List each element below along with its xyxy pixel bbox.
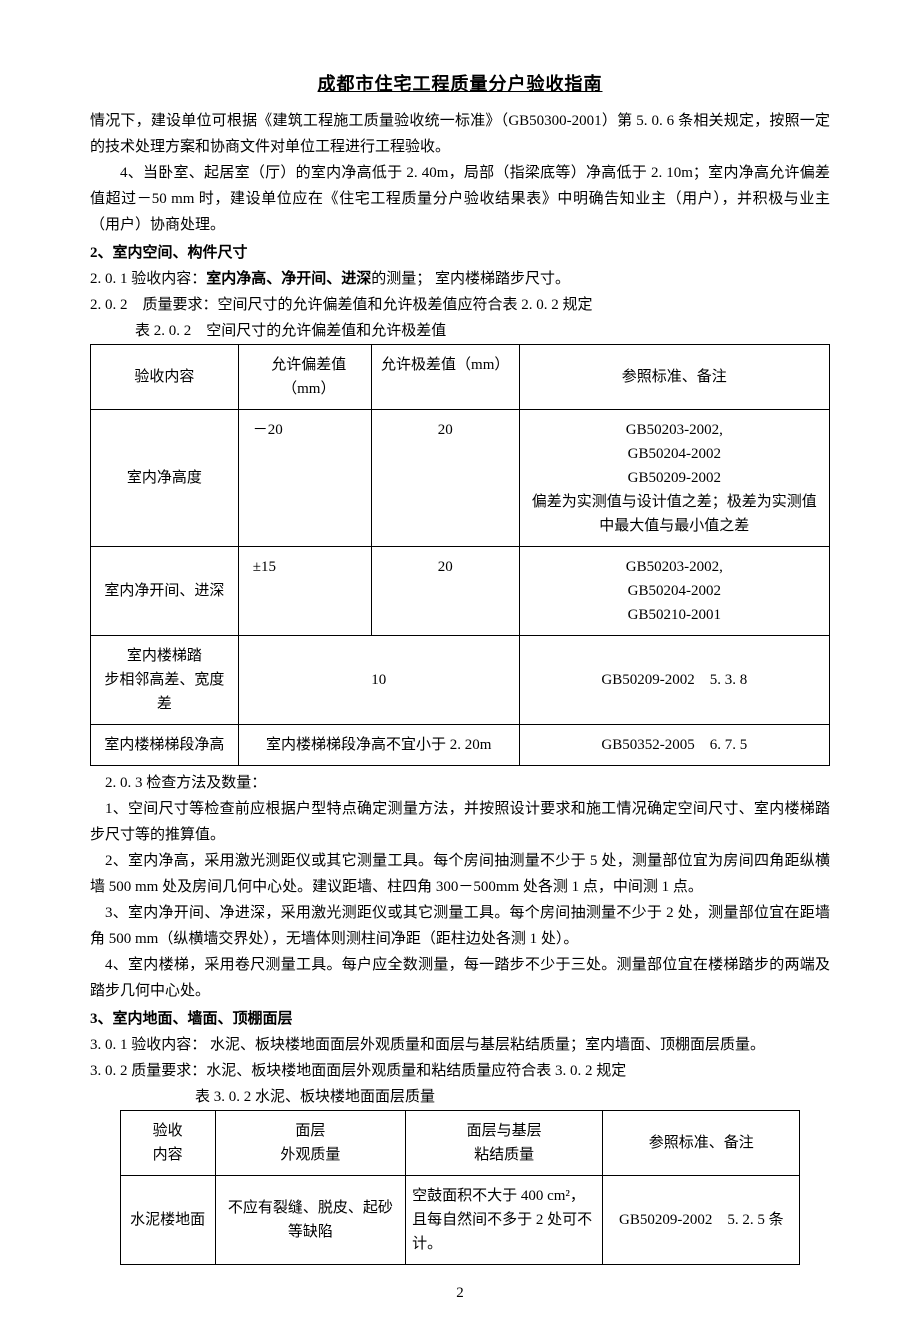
cell-dev: －20 xyxy=(238,410,371,547)
section-3-heading: 3、室内地面、墙面、顶棚面层 xyxy=(90,1006,830,1032)
cell-line: 内容 xyxy=(127,1143,209,1167)
cell-ref: GB50203-2002, GB50204-2002 GB50209-2002 … xyxy=(519,410,829,547)
cell-ref: GB50209-2002 5. 2. 5 条 xyxy=(603,1176,800,1265)
cell-dev: ±15 xyxy=(238,547,371,636)
th-accept-content: 验收 内容 xyxy=(120,1111,215,1176)
table-2-0-2: 验收内容 允许偏差值（mm） 允许极差值（mm） 参照标准、备注 室内净高度 －… xyxy=(90,344,830,766)
cell-ref: GB50203-2002, GB50204-2002 GB50210-2001 xyxy=(519,547,829,636)
ref-line: GB50204-2002 xyxy=(526,442,823,466)
table-3-0-2: 验收 内容 面层 外观质量 面层与基层 粘结质量 参照标准、备注 水泥楼地面 不… xyxy=(120,1110,801,1265)
cell-line: 验收 xyxy=(127,1119,209,1143)
cell-line: 外观质量 xyxy=(222,1143,399,1167)
intro-paragraph-2: 4、当卧室、起居室（厅）的室内净高低于 2. 40m，局部（指梁底等）净高低于 … xyxy=(90,160,830,238)
cell-line: 步相邻高差、宽度差 xyxy=(97,668,232,716)
table-row: 水泥楼地面 不应有裂缝、脱皮、起砂等缺陷 空鼓面积不大于 400 cm²，且每自… xyxy=(120,1176,800,1265)
cell-stair-step-val: 10 xyxy=(238,636,519,725)
table-row: 室内楼梯踏 步相邻高差、宽度差 10 GB50209-2002 5. 3. 8 xyxy=(91,636,830,725)
cell-line: 室内楼梯踏 xyxy=(97,644,232,668)
table-row: 室内净开间、进深 ±15 20 GB50203-2002, GB50204-20… xyxy=(91,547,830,636)
cell-stair-height-note: 室内楼梯梯段净高不宜小于 2. 20m xyxy=(238,725,519,766)
s201-label: 2. 0. 1 xyxy=(90,271,128,287)
table-2-0-2-caption: 表 2. 0. 2 空间尺寸的允许偏差值和允许极差值 xyxy=(135,318,830,344)
table-row: 验收 内容 面层 外观质量 面层与基层 粘结质量 参照标准、备注 xyxy=(120,1111,800,1176)
cell-surface-quality: 不应有裂缝、脱皮、起砂等缺陷 xyxy=(215,1176,405,1265)
ref-line: GB50203-2002, xyxy=(526,418,823,442)
s203-p4: 4、室内楼梯，采用卷尺测量工具。每户应全数测量，每一踏步不少于三处。测量部位宜在… xyxy=(90,952,830,1004)
ref-line: GB50204-2002 xyxy=(526,579,823,603)
intro-paragraph-1: 情况下，建设单位可根据《建筑工程施工质量验收统一标准》（GB50300-2001… xyxy=(90,108,830,160)
ref-line: GB50210-2001 xyxy=(526,603,823,627)
cell-line: 面层与基层 xyxy=(412,1119,596,1143)
th-accept-content: 验收内容 xyxy=(91,345,239,410)
table-row: 室内楼梯梯段净高 室内楼梯梯段净高不宜小于 2. 20m GB50352-200… xyxy=(91,725,830,766)
s203-p3: 3、室内净开间、净进深，采用激光测距仪或其它测量工具。每个房间抽测量不少于 2 … xyxy=(90,900,830,952)
cell-stair-step: 室内楼梯踏 步相邻高差、宽度差 xyxy=(91,636,239,725)
cell-range: 20 xyxy=(371,547,519,636)
section-3-0-1: 3. 0. 1 验收内容： 水泥、板块楼地面面层外观质量和面层与基层粘结质量；室… xyxy=(90,1032,830,1058)
cell-stair-height: 室内楼梯梯段净高 xyxy=(91,725,239,766)
cell-net-span: 室内净开间、进深 xyxy=(91,547,239,636)
section-2-0-2: 2. 0. 2 质量要求：空间尺寸的允许偏差值和允许极差值应符合表 2. 0. … xyxy=(90,292,830,318)
cell-net-height: 室内净高度 xyxy=(91,410,239,547)
ref-line: 偏差为实测值与设计值之差；极差为实测值中最大值与最小值之差 xyxy=(526,490,823,538)
ref-line: GB50209-2002 xyxy=(526,466,823,490)
section-3-0-2: 3. 0. 2 质量要求：水泥、板块楼地面面层外观质量和粘结质量应符合表 3. … xyxy=(90,1058,830,1084)
section-2-heading: 2、室内空间、构件尺寸 xyxy=(90,240,830,266)
table-3-0-2-caption: 表 3. 0. 2 水泥、板块楼地面面层质量 xyxy=(195,1084,830,1110)
cell-ref: GB50352-2005 6. 7. 5 xyxy=(519,725,829,766)
s203-p1: 1、空间尺寸等检查前应根据户型特点确定测量方法，并按照设计要求和施工情况确定空间… xyxy=(90,796,830,848)
cell-bond-quality: 空鼓面积不大于 400 cm²，且每自然间不多于 2 处可不计。 xyxy=(406,1176,603,1265)
cell-line: 粘结质量 xyxy=(412,1143,596,1167)
th-allow-deviation: 允许偏差值（mm） xyxy=(238,345,371,410)
section-2-0-1: 2. 0. 1 验收内容：室内净高、净开间、进深的测量； 室内楼梯踏步尺寸。 xyxy=(90,266,830,292)
ref-line: GB50203-2002, xyxy=(526,555,823,579)
page-title: 成都市住宅工程质量分户验收指南 xyxy=(90,70,830,96)
table-row: 室内净高度 －20 20 GB50203-2002, GB50204-2002 … xyxy=(91,410,830,547)
table-row: 验收内容 允许偏差值（mm） 允许极差值（mm） 参照标准、备注 xyxy=(91,345,830,410)
s203-p2: 2、室内净高，采用激光测距仪或其它测量工具。每个房间抽测量不少于 5 处，测量部… xyxy=(90,848,830,900)
cell-ref: GB50209-2002 5. 3. 8 xyxy=(519,636,829,725)
cell-range: 20 xyxy=(371,410,519,547)
th-reference: 参照标准、备注 xyxy=(603,1111,800,1176)
cell-line: 面层 xyxy=(222,1119,399,1143)
th-bond-quality: 面层与基层 粘结质量 xyxy=(406,1111,603,1176)
th-allow-range: 允许极差值（mm） xyxy=(371,345,519,410)
section-2-0-3-head: 2. 0. 3 检查方法及数量： xyxy=(90,770,830,796)
s201-post: 的测量； 室内楼梯踏步尺寸。 xyxy=(371,271,570,287)
th-reference: 参照标准、备注 xyxy=(519,345,829,410)
page-number: 2 xyxy=(90,1285,830,1302)
cell-cement-floor: 水泥楼地面 xyxy=(120,1176,215,1265)
th-surface-quality: 面层 外观质量 xyxy=(215,1111,405,1176)
s201-pre: 验收内容： xyxy=(131,271,206,287)
s201-bold: 室内净高、净开间、进深 xyxy=(206,271,371,287)
